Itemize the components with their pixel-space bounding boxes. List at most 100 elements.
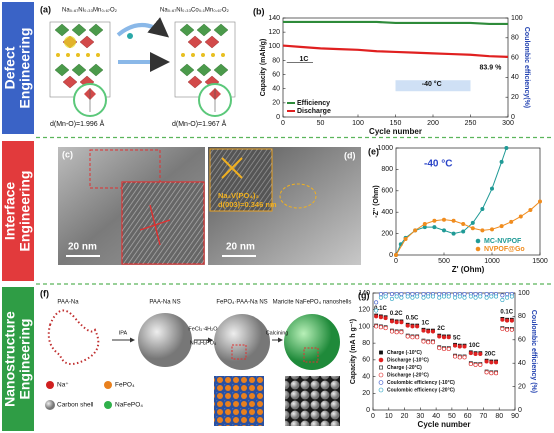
sphere <box>284 314 340 370</box>
marker <box>378 295 383 300</box>
marker <box>415 294 420 299</box>
x-tick-label: 300 <box>502 120 514 127</box>
marker <box>410 295 415 300</box>
marker <box>374 308 379 313</box>
y2-axis-label: Coulombic efficiency(%) <box>523 27 530 108</box>
annotation: 0.1C <box>374 306 387 312</box>
marker <box>462 295 467 300</box>
marker <box>484 370 489 375</box>
y-tick-label: 60 <box>362 357 370 364</box>
step-label: NH₄H₂PO₄ <box>190 340 217 346</box>
marker <box>383 316 388 321</box>
marker <box>446 335 451 340</box>
marker <box>484 295 489 300</box>
marker <box>410 335 415 340</box>
y2-tick-label: 60 <box>511 54 519 61</box>
legend-label: NVPOF@Go <box>484 246 525 253</box>
marker <box>437 292 442 297</box>
highlight <box>279 183 317 209</box>
marker <box>374 324 379 329</box>
marker <box>509 294 514 299</box>
annotation: 0.1C <box>500 309 513 315</box>
marker <box>500 317 505 322</box>
row-label-line: Engineering <box>17 28 33 109</box>
legend-label: Charge (-20°C) <box>387 365 422 371</box>
annotation: 10C <box>469 343 481 349</box>
marker <box>446 346 451 351</box>
legend-marker <box>104 381 112 389</box>
marker <box>457 294 462 299</box>
marker <box>378 325 383 330</box>
x-tick-label: 100 <box>352 120 364 127</box>
legend-label: Coulombic efficiency (-10°C) <box>387 380 455 386</box>
marker <box>451 231 456 236</box>
legend-marker <box>475 238 481 244</box>
legend-marker <box>378 372 384 378</box>
marker <box>399 330 404 335</box>
marker <box>509 327 514 332</box>
annotation: -40 °C <box>422 80 442 88</box>
y-tick-label: 120 <box>358 307 370 314</box>
marker <box>453 295 458 300</box>
marker <box>393 253 398 258</box>
stage-label: FePO₄·PAA-Na NS <box>216 300 267 306</box>
y2-tick-label: 60 <box>518 337 526 344</box>
marker <box>500 298 505 303</box>
marker <box>489 186 494 191</box>
marker <box>504 146 509 151</box>
x-tick-label: 150 <box>390 120 402 127</box>
row-label-line: Nanostructure <box>2 311 18 407</box>
y2-tick-label: 80 <box>518 313 526 320</box>
annotation: 0.5C <box>406 315 419 321</box>
x-axis-label: Cycle number <box>369 127 422 136</box>
marker <box>489 371 494 376</box>
marker <box>410 292 415 297</box>
plot-frame <box>395 147 541 256</box>
marker <box>446 294 451 299</box>
legend-label: NaFePO₄ <box>115 402 143 409</box>
y-axis-label: Capacity (mAh/g) <box>260 39 267 97</box>
x-tick-label: 0 <box>281 120 285 127</box>
marker <box>478 294 483 299</box>
y2-tick-label: 80 <box>511 35 519 42</box>
x-tick-label: 50 <box>448 413 456 420</box>
y2-tick-label: 40 <box>511 74 519 81</box>
panel-label: (g) <box>358 290 370 300</box>
legend-label: Charge (-10°C) <box>387 350 422 356</box>
y2-tick-label: 20 <box>511 94 519 101</box>
panel-label: (f) <box>40 288 49 298</box>
y-tick-label: 0 <box>276 114 280 121</box>
marker <box>394 330 399 335</box>
arrow <box>116 17 170 38</box>
legend-label: Discharge (-20°C) <box>387 372 429 378</box>
marker <box>405 334 410 339</box>
y-tick-label: 40 <box>362 373 370 380</box>
marker <box>528 208 533 213</box>
x-tick-label: 20 <box>401 413 409 420</box>
x-tick-label: 30 <box>416 413 424 420</box>
marker <box>405 294 410 299</box>
marker <box>441 335 446 340</box>
marker <box>378 315 383 320</box>
marker <box>453 292 458 297</box>
x-tick-label: 0 <box>394 258 398 265</box>
row-band <box>2 2 34 134</box>
y-tick-label: 40 <box>272 86 280 93</box>
marker <box>383 294 388 299</box>
marker <box>374 300 379 305</box>
panel-c: (c) 20 nm <box>58 147 205 265</box>
marker <box>399 320 404 325</box>
marker <box>489 227 494 232</box>
annotation: 20C <box>485 351 497 357</box>
y-tick-label: 20 <box>362 390 370 397</box>
marker <box>441 217 446 222</box>
marker <box>461 221 466 226</box>
series-line <box>395 201 541 256</box>
marker <box>399 292 404 297</box>
marker <box>505 327 510 332</box>
stage-label: Maricite NaFePO₄ nanoshells <box>273 300 352 306</box>
marker <box>457 355 462 360</box>
marker <box>505 318 510 323</box>
marker <box>473 362 478 367</box>
marker <box>415 324 420 329</box>
